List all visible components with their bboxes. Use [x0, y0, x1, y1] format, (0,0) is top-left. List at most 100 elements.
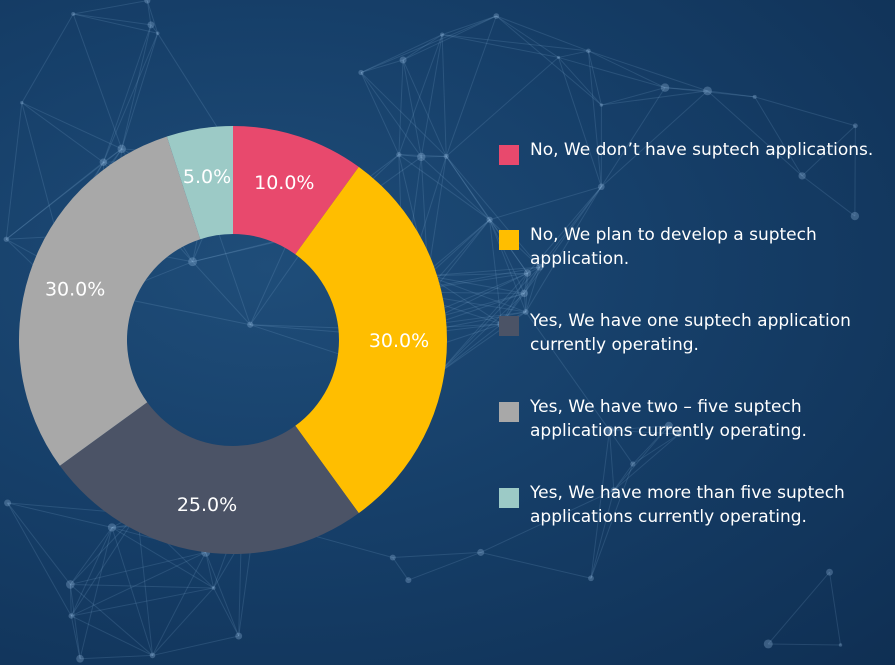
legend-swatch	[499, 402, 519, 422]
network-line	[427, 266, 540, 277]
network-line	[360, 72, 422, 158]
network-node	[235, 632, 243, 640]
network-line	[427, 275, 526, 313]
network-line	[527, 186, 602, 274]
network-node	[247, 321, 254, 328]
legend-swatch	[499, 316, 519, 336]
legend-label: Yes, We have more than five suptech appl…	[530, 483, 845, 527]
network-line	[523, 266, 541, 294]
network-line	[480, 551, 592, 579]
network-line	[69, 527, 113, 585]
network-line	[69, 584, 72, 616]
network-line	[558, 57, 602, 106]
network-line	[480, 489, 615, 553]
network-node	[477, 548, 485, 556]
network-line	[398, 34, 443, 155]
donut-slice	[233, 126, 359, 255]
network-line	[707, 90, 803, 177]
donut-slice	[166, 126, 233, 240]
network-line	[768, 643, 841, 646]
network-node	[396, 152, 402, 158]
network-node	[3, 236, 9, 242]
network-line	[398, 154, 447, 157]
network-line	[71, 587, 214, 617]
network-line	[7, 502, 72, 617]
network-line	[523, 273, 529, 294]
network-line	[71, 551, 206, 617]
network-line	[7, 502, 113, 528]
network-line	[587, 50, 602, 106]
network-node	[523, 269, 532, 277]
legend-item: Yes, We have one suptech application cur…	[499, 309, 889, 357]
network-line	[69, 584, 81, 659]
network-line	[427, 156, 447, 276]
network-line	[205, 552, 215, 589]
network-line	[102, 24, 152, 163]
network-node	[588, 575, 594, 582]
network-line	[73, 13, 158, 34]
network-line	[111, 527, 214, 589]
network-line	[150, 24, 159, 34]
legend-label: No, We don’t have suptech applications.	[530, 140, 874, 160]
network-line	[72, 13, 123, 150]
network-line	[707, 90, 755, 98]
network-line	[501, 266, 541, 325]
network-line	[398, 154, 422, 158]
donut-slice	[59, 402, 359, 554]
network-line	[71, 615, 153, 656]
network-line	[70, 513, 138, 617]
network-node	[440, 32, 445, 37]
network-node	[630, 461, 636, 467]
network-line	[525, 267, 541, 313]
network-line	[767, 571, 830, 645]
network-line	[70, 583, 214, 589]
network-line	[523, 293, 527, 312]
network-line	[525, 186, 602, 313]
network-node	[586, 48, 591, 54]
network-line	[496, 15, 589, 52]
network-line	[438, 292, 525, 374]
network-line	[21, 13, 74, 103]
network-line	[438, 266, 541, 374]
network-node	[155, 31, 160, 36]
slice-value-label: 30.0%	[45, 279, 105, 301]
network-node	[4, 499, 12, 507]
network-node	[417, 152, 426, 162]
network-line	[588, 50, 666, 89]
network-line	[445, 156, 491, 220]
network-line	[402, 59, 447, 157]
slice-value-label: 25.0%	[177, 494, 237, 516]
network-line	[79, 527, 113, 659]
network-node	[188, 257, 197, 267]
network-node	[71, 12, 76, 16]
network-line	[664, 87, 755, 98]
network-line	[7, 502, 71, 585]
network-line	[69, 584, 153, 656]
legend-item: No, We plan to develop a suptech applica…	[499, 223, 889, 271]
network-line	[421, 155, 447, 158]
network-node	[68, 613, 75, 619]
network-line	[249, 237, 291, 325]
network-line	[489, 186, 602, 221]
network-line	[408, 551, 481, 581]
network-node	[107, 523, 117, 532]
network-node	[605, 425, 614, 435]
network-line	[441, 34, 447, 157]
network-node	[752, 94, 757, 99]
network-node	[99, 158, 108, 166]
network-line	[73, 0, 148, 15]
network-line	[146, 0, 159, 34]
network-line	[70, 551, 206, 585]
network-line	[601, 87, 666, 106]
network-line	[360, 59, 404, 73]
network-node	[117, 144, 126, 154]
network-line	[103, 148, 123, 163]
network-line	[360, 72, 400, 155]
network-line	[402, 34, 443, 61]
network-node	[486, 216, 493, 223]
network-line	[441, 15, 497, 36]
slice-value-label: 10.0%	[254, 172, 314, 194]
network-line	[496, 15, 559, 58]
legend-item: Yes, We have more than five suptech appl…	[499, 481, 889, 529]
